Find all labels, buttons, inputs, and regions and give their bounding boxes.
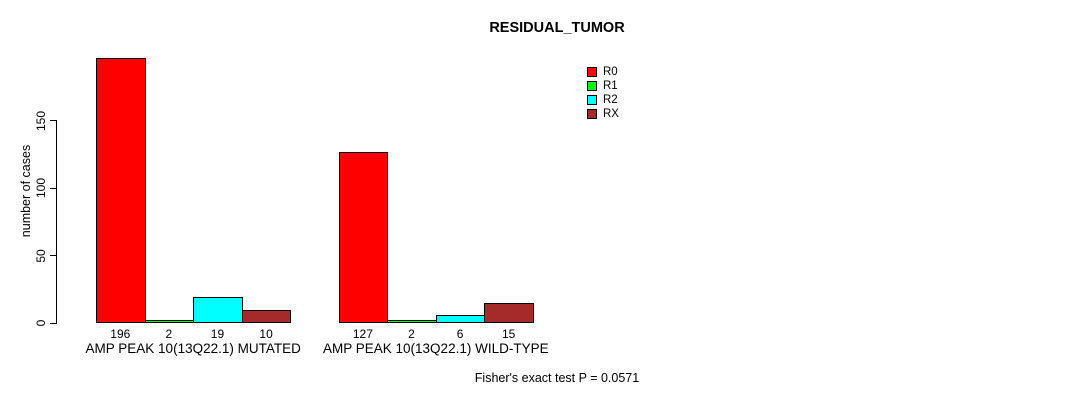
chart-title: RESIDUAL_TUMOR — [489, 20, 625, 36]
bar-value-label: 19 — [210, 327, 225, 341]
legend-swatch-rx — [587, 109, 597, 119]
legend-swatch-r2 — [587, 95, 597, 105]
fisher-test-annotation: Fisher's exact test P = 0.0571 — [474, 371, 640, 385]
legend-swatch-r1 — [587, 81, 597, 91]
y-axis-label: number of cases — [19, 144, 33, 238]
y-axis-tick — [50, 120, 57, 121]
legend-item-rx: RX — [587, 107, 619, 121]
legend-swatch-r0 — [587, 67, 597, 77]
legend-label: R2 — [603, 94, 618, 106]
bar-r1 — [387, 320, 437, 323]
legend-label: R0 — [603, 66, 618, 78]
bar-value-label: 6 — [456, 327, 464, 341]
bar-value-label: 2 — [165, 327, 173, 341]
bar-rx — [484, 302, 534, 323]
y-axis-tick — [50, 322, 57, 324]
bar-value-label: 2 — [408, 327, 415, 341]
y-axis-tick-label: 0 — [34, 319, 48, 327]
y-axis-tick — [50, 187, 57, 189]
y-axis-tick-label: 50 — [34, 248, 48, 263]
bar-value-label: 10 — [259, 327, 273, 341]
bar-r1 — [144, 320, 195, 323]
bar-r2 — [435, 314, 486, 323]
bar-rx — [241, 309, 292, 323]
category-label: AMP PEAK 10(13Q22.1) WILD-TYPE — [323, 341, 549, 356]
y-axis-line — [56, 120, 57, 324]
bar-r2 — [193, 297, 243, 323]
legend: R0 R1 R2 RX — [587, 65, 619, 121]
legend-item-r1: R1 — [587, 79, 619, 93]
bar-value-label: 127 — [352, 327, 373, 341]
bar-value-label: 15 — [502, 327, 516, 341]
y-axis-tick-label: 150 — [34, 110, 48, 131]
category-label: AMP PEAK 10(13Q22.1) MUTATED — [85, 341, 301, 356]
y-axis-tick — [50, 255, 57, 256]
y-axis-tick-label: 100 — [34, 177, 48, 199]
legend-item-r2: R2 — [587, 93, 619, 107]
legend-item-r0: R0 — [587, 65, 619, 79]
legend-label: RX — [603, 108, 619, 120]
bar-r0 — [96, 58, 146, 323]
bar-r0 — [338, 151, 389, 323]
legend-label: R1 — [603, 80, 618, 92]
bar-value-label: 196 — [110, 327, 131, 341]
